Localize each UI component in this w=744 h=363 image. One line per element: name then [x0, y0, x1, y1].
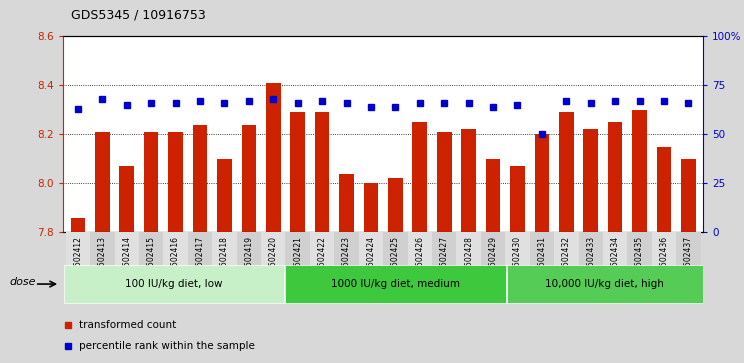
Text: 10,000 IU/kg diet, high: 10,000 IU/kg diet, high — [545, 279, 664, 289]
Text: GSM1502420: GSM1502420 — [269, 236, 278, 287]
Bar — [266, 83, 280, 232]
Bar — [242, 125, 256, 232]
Bar — [310, 232, 334, 303]
Bar — [119, 166, 134, 232]
Bar — [627, 232, 652, 303]
Bar — [559, 112, 574, 232]
Text: GSM1502417: GSM1502417 — [196, 236, 205, 287]
Bar — [608, 122, 623, 232]
Bar — [388, 178, 403, 232]
Text: GSM1502427: GSM1502427 — [440, 236, 449, 287]
Bar — [359, 232, 383, 303]
Text: GSM1502425: GSM1502425 — [391, 236, 400, 287]
Text: GSM1502429: GSM1502429 — [489, 236, 498, 287]
Bar — [315, 112, 330, 232]
Text: GSM1502414: GSM1502414 — [122, 236, 131, 287]
Text: GSM1502422: GSM1502422 — [318, 236, 327, 287]
Bar — [437, 132, 452, 232]
Text: percentile rank within the sample: percentile rank within the sample — [80, 341, 255, 351]
Text: GSM1502423: GSM1502423 — [342, 236, 351, 287]
Bar — [383, 232, 408, 303]
Bar — [530, 232, 554, 303]
Text: dose: dose — [10, 277, 36, 287]
Bar — [71, 217, 86, 232]
Bar — [64, 265, 284, 303]
Bar — [237, 232, 261, 303]
Bar — [168, 132, 183, 232]
Bar — [579, 232, 603, 303]
Text: GSM1502433: GSM1502433 — [586, 236, 595, 287]
Text: GSM1502424: GSM1502424 — [367, 236, 376, 287]
Text: GSM1502412: GSM1502412 — [74, 236, 83, 287]
Bar — [286, 232, 310, 303]
Bar — [603, 232, 627, 303]
Bar — [632, 110, 647, 232]
Bar — [187, 232, 212, 303]
Bar — [486, 159, 501, 232]
Bar — [217, 159, 231, 232]
Bar — [285, 265, 506, 303]
Text: 1000 IU/kg diet, medium: 1000 IU/kg diet, medium — [331, 279, 460, 289]
Bar — [461, 129, 476, 232]
Bar — [583, 129, 598, 232]
Text: GSM1502434: GSM1502434 — [611, 236, 620, 287]
Bar — [432, 232, 456, 303]
Bar — [652, 232, 676, 303]
Bar — [535, 134, 549, 232]
Text: GSM1502421: GSM1502421 — [293, 236, 302, 287]
Bar — [456, 232, 481, 303]
Bar — [554, 232, 579, 303]
Bar — [261, 232, 286, 303]
Bar — [90, 232, 115, 303]
Bar — [507, 265, 702, 303]
Bar — [164, 232, 187, 303]
Bar — [676, 232, 701, 303]
Bar — [681, 159, 696, 232]
Text: GSM1502418: GSM1502418 — [220, 236, 229, 287]
Text: 100 IU/kg diet, low: 100 IU/kg diet, low — [125, 279, 222, 289]
Text: GSM1502415: GSM1502415 — [147, 236, 155, 287]
Text: GSM1502419: GSM1502419 — [244, 236, 254, 287]
Text: GSM1502428: GSM1502428 — [464, 236, 473, 287]
Bar — [115, 232, 139, 303]
Bar — [505, 232, 530, 303]
Bar — [334, 232, 359, 303]
Bar — [364, 183, 378, 232]
Bar — [95, 132, 109, 232]
Bar — [408, 232, 432, 303]
Bar — [144, 132, 158, 232]
Text: GSM1502436: GSM1502436 — [659, 236, 669, 287]
Bar — [412, 122, 427, 232]
Bar — [212, 232, 237, 303]
Bar — [193, 125, 208, 232]
Text: GSM1502413: GSM1502413 — [97, 236, 107, 287]
Text: transformed count: transformed count — [80, 321, 176, 330]
Bar — [657, 147, 671, 232]
Bar — [481, 232, 505, 303]
Text: GSM1502416: GSM1502416 — [171, 236, 180, 287]
Text: GSM1502437: GSM1502437 — [684, 236, 693, 287]
Text: GSM1502431: GSM1502431 — [537, 236, 546, 287]
Text: GSM1502432: GSM1502432 — [562, 236, 571, 287]
Bar — [65, 232, 90, 303]
Bar — [139, 232, 164, 303]
Bar — [290, 112, 305, 232]
Text: GSM1502435: GSM1502435 — [635, 236, 644, 287]
Text: GSM1502430: GSM1502430 — [513, 236, 522, 287]
Text: GDS5345 / 10916753: GDS5345 / 10916753 — [71, 9, 205, 22]
Bar — [339, 174, 354, 232]
Text: GSM1502426: GSM1502426 — [415, 236, 424, 287]
Bar — [510, 166, 525, 232]
